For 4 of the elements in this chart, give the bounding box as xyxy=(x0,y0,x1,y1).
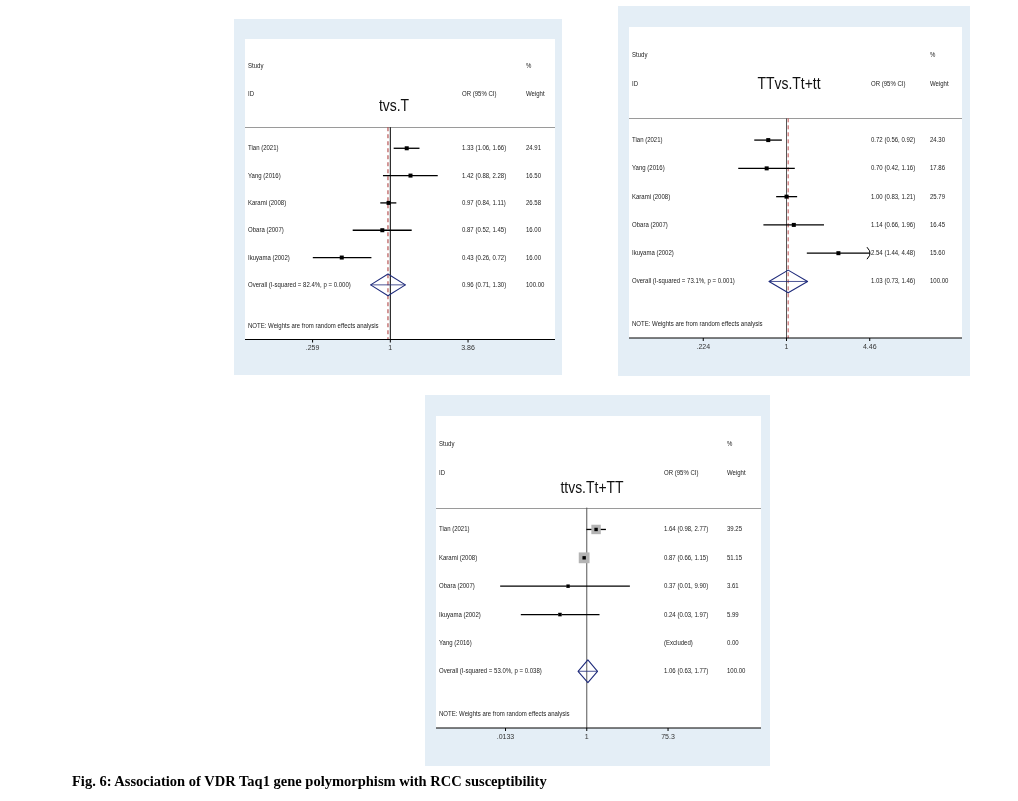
chart-title: tvs.T xyxy=(378,95,409,116)
chart-title: TTvs.Tt+tt xyxy=(757,73,821,93)
chart-title: ttvs.Tt+TT xyxy=(560,477,624,498)
caption: Fig. 6: Association of VDR Taq1 gene polymorphism with RCC susceptibility xyxy=(72,773,547,790)
